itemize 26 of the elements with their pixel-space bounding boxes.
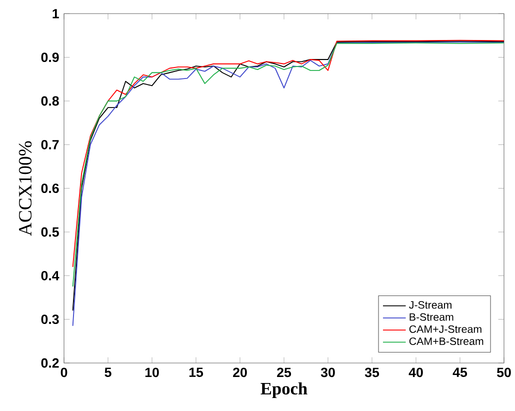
y-tick-label: 0.5	[41, 227, 59, 237]
x-tick-label: 10	[145, 368, 159, 378]
x-tick-label: 45	[452, 368, 468, 377]
x-tick-label: 25	[277, 368, 292, 378]
y-tick-label: 0.3	[41, 314, 59, 324]
legend-label: CAM+B-Stream	[409, 337, 484, 346]
y-tick-label: 0.6	[41, 184, 59, 194]
y-tick-label: 0.4	[41, 270, 60, 280]
x-axis-title: Epoch	[260, 382, 308, 398]
x-tick-label: 35	[364, 368, 380, 378]
x-tick-label: 30	[320, 368, 335, 378]
x-tick-label: 20	[233, 368, 247, 378]
legend-label: J-Stream	[409, 301, 452, 309]
legend-label: CAM+J-Stream	[409, 325, 482, 333]
y-axis-title: ACCX100%	[18, 141, 32, 236]
legend-label: B-Stream	[410, 313, 454, 321]
y-tick-label: 1	[52, 9, 59, 18]
y-tick-label: 0.9	[41, 52, 59, 62]
y-tick-label: 0.2	[41, 358, 59, 368]
x-tick-label: 15	[189, 368, 204, 377]
x-tick-label: 50	[496, 368, 511, 378]
x-tick-label: 5	[104, 368, 112, 377]
x-tick-label: 40	[408, 368, 423, 378]
x-tick-label: 0	[60, 368, 68, 378]
y-tick-label: 0.8	[41, 96, 59, 106]
y-tick-label: 0.7	[41, 140, 59, 150]
